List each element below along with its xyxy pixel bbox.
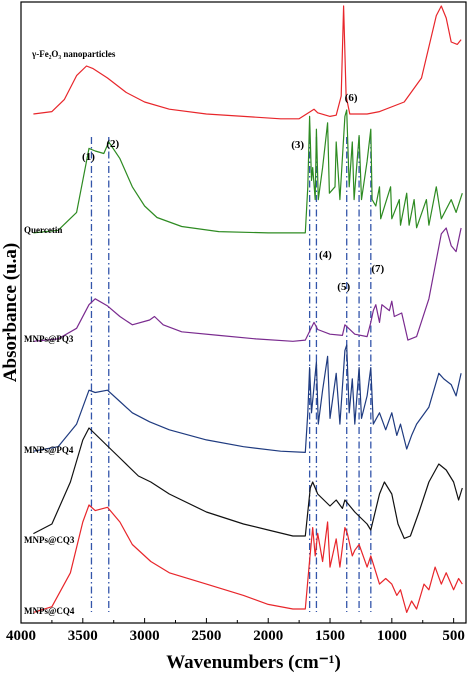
label-layer: (1) (2) (3) (4) (5) (6) (7) γ-Fe₂O₃ nanoparticl… <box>24 49 385 616</box>
x-tick-label: 500 <box>442 628 465 644</box>
spectrum-line <box>33 5 462 120</box>
x-tick-label: 2500 <box>191 628 221 644</box>
peak-label: (3) <box>291 139 304 151</box>
x-tick-label: 1500 <box>315 628 345 644</box>
peak-label: (1) <box>82 151 95 163</box>
x-tick-label: 2000 <box>253 628 283 644</box>
spectrum-line <box>33 109 463 234</box>
series-label: MNPs@PQ4 <box>24 445 74 455</box>
x-tick-label: 3500 <box>68 628 98 644</box>
x-axis-ticks: 4000 3500 3000 2500 2000 1500 1000 500 <box>6 618 465 644</box>
peak-label: (6) <box>345 92 358 104</box>
peak-label: (5) <box>337 281 350 293</box>
peak-label: (2) <box>106 138 119 150</box>
spectrum-line <box>33 427 463 539</box>
series-label: MNPs@PQ3 <box>24 334 74 344</box>
peak-label: (4) <box>319 249 332 261</box>
x-tick-label: 1000 <box>377 628 407 644</box>
y-axis-title: Absorbance (u.a) <box>0 243 21 382</box>
spectrum-line <box>33 227 462 342</box>
plot-frame <box>20 1 467 624</box>
x-tick-label: 4000 <box>6 628 36 644</box>
series-layer <box>33 5 463 613</box>
peak-label: (7) <box>371 263 384 275</box>
series-label: Quercetin <box>24 225 62 235</box>
series-label: MNPs@CQ3 <box>24 535 75 545</box>
spectrum-line <box>33 344 462 453</box>
x-tick-label: 3000 <box>130 628 160 644</box>
spectrum-line <box>33 504 463 613</box>
series-label: MNPs@CQ4 <box>24 606 75 616</box>
series-label: γ-Fe₂O₃ nanoparticles <box>31 49 116 59</box>
x-axis-title: Wavenumbers (cm⁻¹) <box>166 652 341 673</box>
